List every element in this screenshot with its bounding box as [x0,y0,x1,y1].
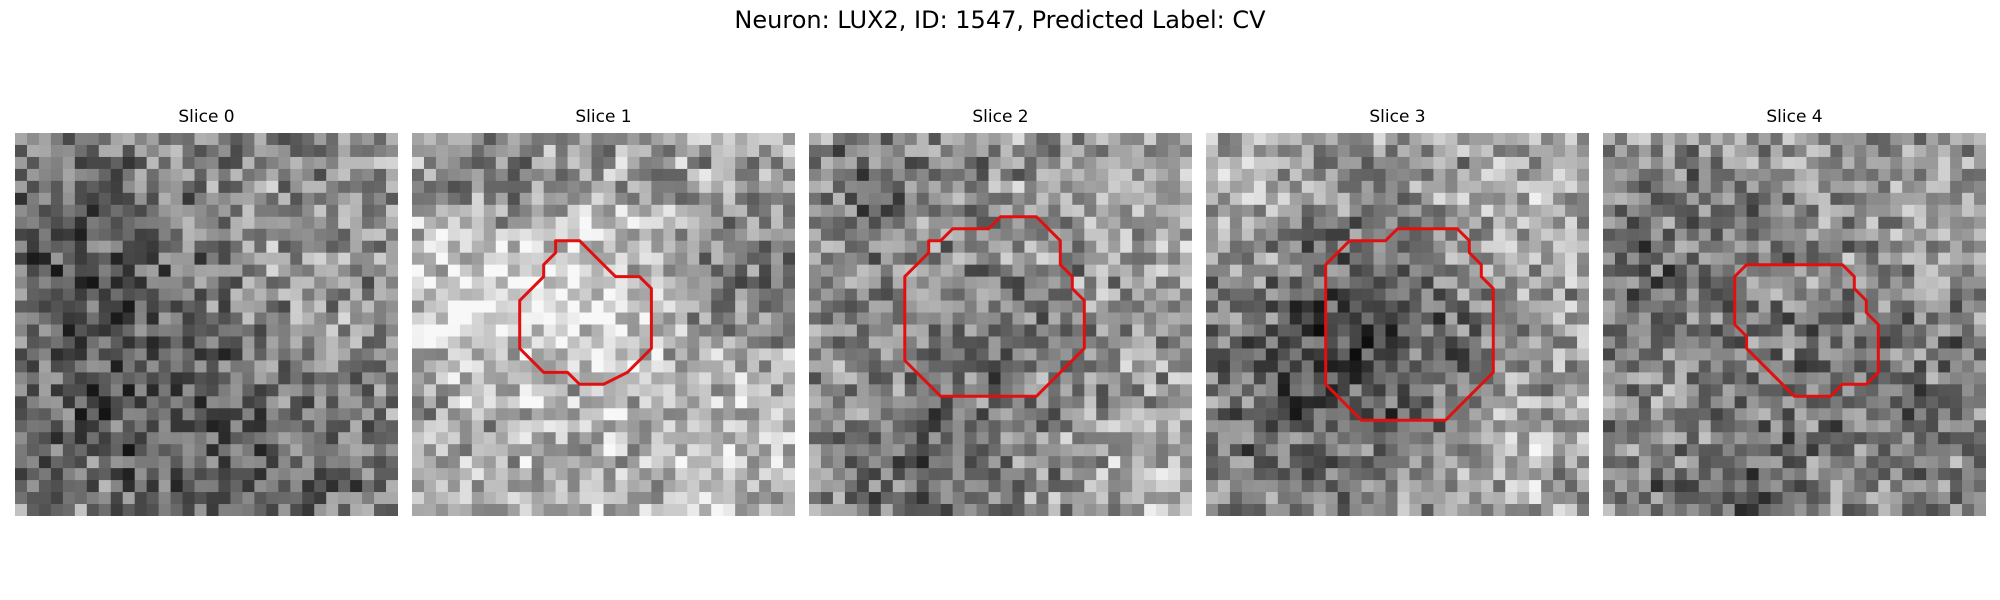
roi-contour [518,239,653,386]
roi-contour [1733,263,1880,398]
panel-title: Slice 2 [972,107,1029,127]
slice-image [1603,133,1986,516]
roi-contour [903,215,1086,398]
panel-title: Slice 4 [1766,107,1823,127]
panel-title: Slice 3 [1369,107,1426,127]
slice-image [809,133,1192,516]
figure-title: Neuron: LUX2, ID: 1547, Predicted Label:… [734,6,1266,34]
slice-image [412,133,795,516]
panel-title: Slice 1 [575,107,632,127]
roi-contour [1324,227,1495,422]
slice-image [1206,133,1589,516]
panel-title: Slice 0 [178,107,235,127]
slice-image [15,133,398,516]
